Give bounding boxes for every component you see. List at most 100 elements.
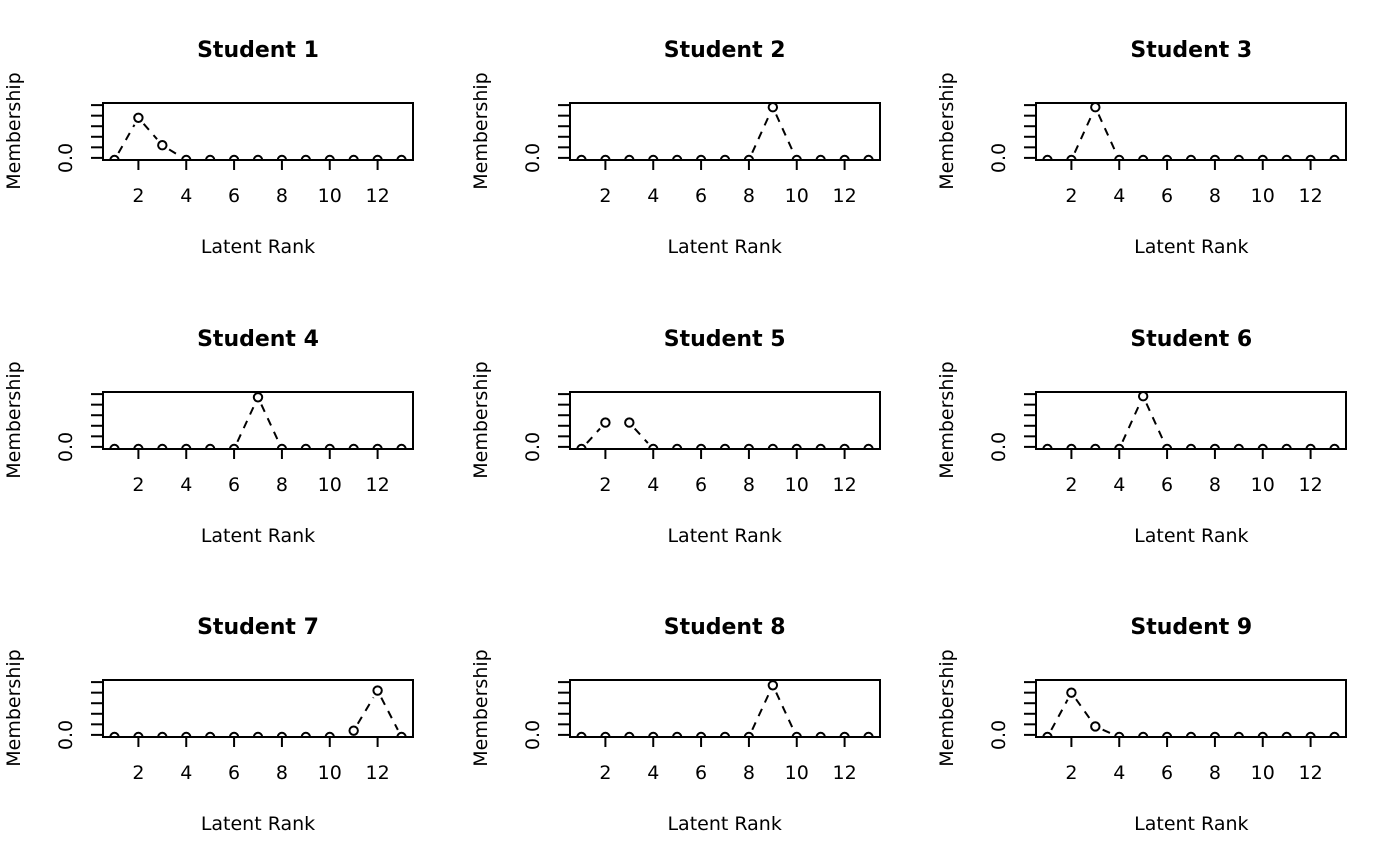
x-tick-label: 12 (366, 185, 390, 207)
data-point-marker (1186, 732, 1197, 738)
x-tick-label: 10 (318, 762, 342, 784)
series-segment (1098, 114, 1118, 154)
data-point-marker (1162, 154, 1173, 160)
data-point-marker (157, 443, 168, 449)
data-point-marker (109, 732, 120, 738)
data-point-marker (599, 154, 611, 160)
data-point-marker (1305, 154, 1317, 160)
data-point-marker (1210, 443, 1221, 449)
plot-area: 2 4 6 8 10 12 (1024, 390, 1348, 496)
data-point-marker (133, 112, 144, 123)
data-point-marker (157, 732, 168, 738)
panel-student-8: Student 8 Membership 0.0 2 4 6 8 10 12 Latent… (467, 577, 934, 866)
plot-area: 2 4 6 8 10 12 (557, 390, 881, 496)
data-point-marker (181, 154, 192, 160)
x-tick-label: 10 (1251, 762, 1275, 784)
panel-student-2: Student 2 Membership 0.0 2 4 6 8 10 12 Latent… (467, 0, 934, 289)
panel-student-9: Student 9 Membership 0.0 2 4 6 8 10 12 Latent… (933, 577, 1400, 866)
panel-title: Student 8 (663, 615, 786, 641)
x-tick-label: 12 (832, 474, 856, 496)
data-point-marker (719, 443, 730, 449)
data-point-marker (1042, 443, 1054, 449)
data-point-marker (109, 154, 120, 160)
data-point-marker (252, 154, 264, 160)
data-point-marker (300, 732, 312, 738)
data-point-marker (767, 680, 778, 691)
data-point-marker (1233, 732, 1245, 738)
panel-title: Student 5 (663, 326, 786, 352)
data-point-marker (348, 725, 359, 737)
x-tick-label: 2 (132, 762, 144, 784)
plot-area: 2 4 6 8 10 12 (91, 102, 414, 207)
data-point-marker (1186, 443, 1197, 449)
data-point-marker (1138, 391, 1149, 402)
data-point-marker (791, 154, 802, 160)
plot-box (568, 679, 881, 739)
data-point-marker (1066, 687, 1077, 699)
data-point-marker (228, 443, 240, 449)
data-point-marker (647, 443, 659, 449)
data-point-marker (1114, 443, 1125, 449)
data-point-marker (1329, 154, 1341, 160)
data-point-marker (1186, 154, 1197, 160)
data-point-marker (396, 443, 407, 449)
x-tick-label: 10 (318, 474, 342, 496)
data-point-marker (1281, 154, 1293, 160)
data-point-marker (1281, 732, 1293, 738)
plot-area: 2 4 6 8 10 12 (557, 102, 881, 207)
x-axis-label: Latent Rank (667, 524, 782, 547)
data-point-marker (372, 443, 383, 449)
x-tick-label: 4 (1114, 474, 1126, 496)
panel-student-3: Student 3 Membership 0.0 2 4 6 8 10 12 Latent… (933, 0, 1400, 289)
data-point-marker (575, 154, 587, 160)
panel-student-5: Student 5 Membership 0.0 2 4 6 8 10 12 Latent… (467, 289, 934, 578)
x-axis-label: Latent Rank (667, 236, 782, 258)
x-tick-label: 8 (276, 762, 288, 784)
data-point-marker (719, 154, 730, 160)
series-segment (260, 403, 280, 442)
x-tick-label: 12 (1299, 185, 1323, 207)
series-segment (585, 427, 601, 444)
data-point-marker (1162, 732, 1173, 738)
x-tick-label: 8 (1209, 762, 1221, 784)
x-tick-label: 2 (1066, 762, 1078, 784)
data-point-marker (839, 443, 850, 449)
series-segment (1145, 402, 1166, 442)
data-point-marker (815, 443, 826, 449)
x-axis-label: Latent Rank (1134, 524, 1249, 547)
data-point-marker (1114, 732, 1125, 738)
data-point-marker (647, 154, 659, 160)
data-point-marker (695, 732, 706, 738)
x-tick-label: 6 (695, 474, 707, 496)
data-point-marker (1210, 732, 1221, 738)
x-axis-label: Latent Rank (200, 236, 316, 258)
data-point-marker (276, 154, 288, 160)
data-point-marker (1090, 103, 1101, 113)
x-tick-label: 8 (276, 474, 288, 496)
panel-title: Student 6 (1130, 326, 1253, 352)
data-point-marker (743, 443, 754, 449)
data-point-marker (743, 732, 754, 738)
x-tick-label: 8 (743, 474, 755, 496)
series-segment (142, 123, 158, 140)
panel-student-4: Student 4 Membership 0.0 2 4 6 8 10 12 Latent… (0, 289, 467, 578)
panel-title: Student 4 (197, 326, 319, 352)
series-segment (774, 114, 795, 154)
data-point-marker (1329, 443, 1341, 449)
data-point-marker (599, 732, 611, 738)
data-point-marker (862, 443, 874, 449)
data-point-marker (791, 443, 802, 449)
data-series (1042, 103, 1341, 160)
series-segment (236, 403, 256, 442)
panel-student-6: Student 6 Membership 0.0 2 4 6 8 10 12 Latent… (933, 289, 1400, 578)
data-point-marker (181, 443, 192, 449)
data-point-marker (276, 443, 288, 449)
data-point-marker (252, 391, 264, 403)
x-tick-label: 2 (599, 762, 611, 784)
data-point-marker (204, 154, 216, 160)
data-point-marker (204, 732, 216, 738)
data-point-marker (695, 443, 706, 449)
data-point-marker (228, 154, 240, 160)
panel-title: Student 9 (1130, 615, 1253, 641)
data-point-marker (348, 154, 359, 160)
